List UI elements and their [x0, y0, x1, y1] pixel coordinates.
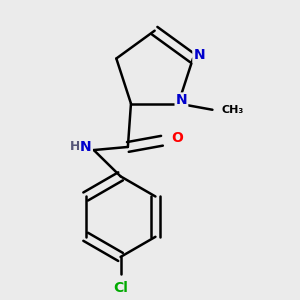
Text: N: N [80, 140, 92, 154]
Text: O: O [172, 131, 183, 145]
Text: N: N [194, 48, 205, 62]
Text: N: N [176, 94, 187, 107]
Text: CH₃: CH₃ [221, 105, 244, 115]
Text: H: H [70, 140, 80, 154]
Text: Cl: Cl [113, 281, 128, 295]
